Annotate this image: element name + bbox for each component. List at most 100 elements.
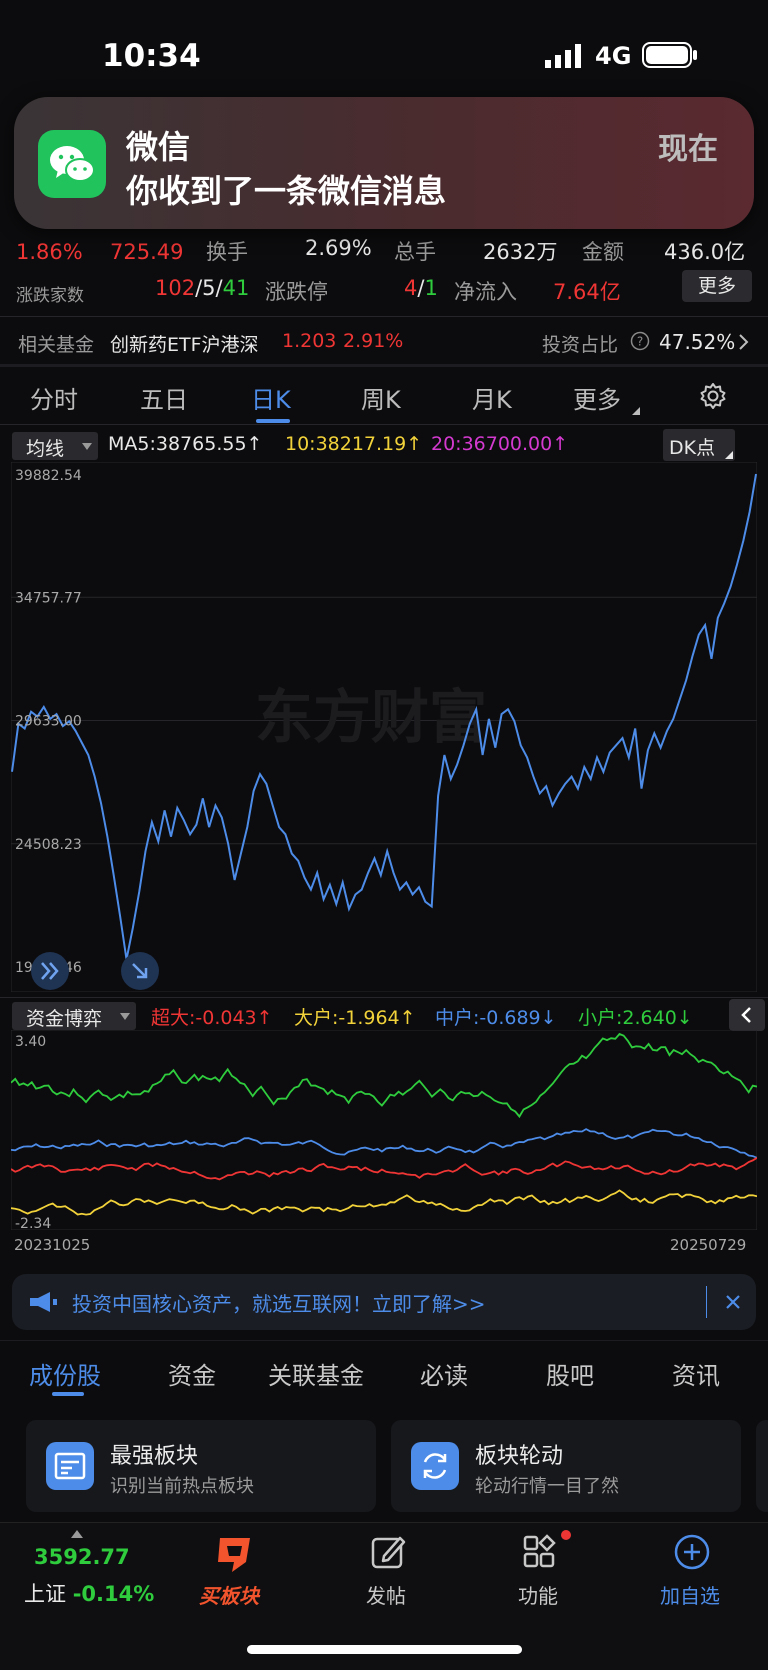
close-icon[interactable]: [724, 1293, 742, 1311]
card-title: 板块轮动: [475, 1444, 564, 1469]
turnover-label: 换手: [206, 240, 248, 264]
super-large-flow-line: [10, 1157, 758, 1181]
tab-function[interactable]: 功能: [518, 1584, 558, 1608]
tab-monthly-k[interactable]: 月K: [472, 386, 512, 414]
arrow-down-right-icon[interactable]: [121, 952, 159, 990]
tab-intraday[interactable]: 分时: [30, 386, 78, 414]
tab-five-day[interactable]: 五日: [140, 386, 188, 414]
strongest-sector-card[interactable]: 最强板块 识别当前热点板块: [26, 1420, 376, 1512]
fund-pct: 2.91%: [343, 330, 404, 352]
collapse-panel-button[interactable]: [729, 999, 765, 1031]
date-start: 20231025: [14, 1236, 91, 1254]
up-count: 102: [155, 276, 196, 300]
edit-post-icon[interactable]: [370, 1534, 406, 1574]
change-pct: 1.86%: [16, 240, 83, 264]
chevron-down-icon: [120, 1013, 130, 1020]
network-type: 4G: [595, 42, 632, 70]
small-flow: 小户:2.640↓: [578, 1007, 693, 1029]
tab-news[interactable]: 资讯: [672, 1362, 720, 1390]
dk-point-button[interactable]: DK点: [663, 429, 735, 461]
fund-label: 相关基金: [18, 334, 95, 356]
turnover-value: 2.69%: [305, 236, 372, 260]
svg-text:?: ?: [637, 335, 643, 349]
notification-dot: [561, 1530, 571, 1540]
super-large-flow: 超大:-0.043↑: [151, 1007, 273, 1029]
limit-values: 4/1: [404, 276, 438, 300]
home-indicator: [247, 1645, 522, 1654]
gear-icon[interactable]: [699, 382, 727, 414]
price-axis-label: 39882.54: [15, 468, 82, 484]
fund-flow-chart[interactable]: 3.40 -2.34: [10, 1029, 758, 1232]
fund-ymax: 3.40: [15, 1034, 47, 1050]
small-flow-line: [10, 1032, 758, 1119]
ma5-value: MA5:38765.55↑: [108, 433, 263, 455]
fund-ymin: -2.34: [15, 1216, 52, 1232]
fund-flow-selector[interactable]: 资金博弈: [12, 1002, 136, 1030]
chevron-down-icon: [82, 443, 92, 450]
help-icon[interactable]: ?: [630, 331, 650, 355]
down-count: 41: [222, 276, 250, 300]
buy-sector-icon[interactable]: [212, 1532, 258, 1580]
chevron-right-icon[interactable]: [738, 333, 750, 355]
price-axis-label: 34757.77: [15, 590, 82, 606]
card-subtitle: 轮动行情一目了然: [475, 1476, 619, 1497]
flat-count: 5: [202, 276, 216, 300]
fund-flow-selector-label: 资金博弈: [26, 1008, 103, 1030]
notification-app-name: 微信: [126, 128, 191, 166]
status-time: 10:34: [102, 38, 201, 74]
watermark: 东方财富: [255, 683, 487, 751]
amount-label: 金额: [582, 240, 624, 264]
dk-label: DK点: [669, 437, 716, 459]
signal-icon: [545, 44, 585, 72]
ma-selector[interactable]: 均线: [12, 432, 98, 460]
wechat-notification[interactable]: [14, 97, 754, 229]
fund-name[interactable]: 创新药ETF沪港深: [110, 334, 259, 356]
limit-label: 涨跌停: [265, 280, 328, 304]
limit-down-count: 1: [424, 276, 438, 300]
ad-banner[interactable]: 投资中国核心资产，就选互联网！立即了解>>: [12, 1274, 756, 1330]
sector-rotation-card[interactable]: 板块轮动 轮动行情一目了然: [391, 1420, 741, 1512]
netflow-value: 7.64亿: [553, 280, 621, 304]
tab-post[interactable]: 发帖: [366, 1584, 406, 1608]
card-subtitle: 识别当前热点板块: [110, 1476, 254, 1497]
tab-forum[interactable]: 股吧: [546, 1362, 594, 1390]
notification-time: 现在: [658, 132, 718, 167]
notification-message: 你收到了一条微信消息: [126, 172, 447, 210]
dropdown-triangle-icon: [632, 400, 640, 419]
invest-ratio-label: 投资占比: [542, 334, 619, 356]
change-value: 725.49: [110, 240, 184, 264]
tab-buy-sector[interactable]: 买板块: [199, 1584, 259, 1608]
large-flow: 大户:-1.964↑: [294, 1007, 416, 1029]
price-axis-label: 24508.23: [15, 837, 82, 853]
next-card-peek[interactable]: [756, 1420, 768, 1512]
tab-must-read[interactable]: 必读: [420, 1362, 468, 1390]
battery-icon: [642, 42, 698, 72]
grid-apps-icon[interactable]: [522, 1534, 562, 1574]
netflow-label: 净流入: [454, 280, 517, 304]
sector-chart-icon: [46, 1442, 94, 1490]
limit-up-count: 4: [404, 276, 418, 300]
tab-funds[interactable]: 资金: [168, 1362, 216, 1390]
tab-related-funds[interactable]: 关联基金: [268, 1362, 364, 1390]
triangle-up-icon: [71, 1530, 83, 1538]
megaphone-icon: [30, 1292, 57, 1312]
tab-constituents[interactable]: 成份股: [29, 1362, 101, 1390]
expand-left-button[interactable]: [31, 952, 69, 990]
tab-more[interactable]: 更多: [573, 386, 621, 414]
index-value[interactable]: 3592.77: [34, 1545, 130, 1569]
date-end: 20250729: [670, 1236, 747, 1254]
large-flow-line: [10, 1189, 758, 1216]
medium-flow: 中户:-0.689↓: [435, 1007, 557, 1029]
tab-weekly-k[interactable]: 周K: [361, 386, 401, 414]
more-button[interactable]: 更多: [682, 270, 752, 302]
invest-ratio-value: 47.52%: [659, 330, 736, 354]
price-chart[interactable]: 东方财富 39882.5434757.7729633.0024508.23193…: [11, 462, 757, 992]
index-quote[interactable]: 上证 -0.14%: [24, 1578, 154, 1608]
rotation-icon: [411, 1442, 459, 1490]
wechat-icon: [38, 130, 106, 198]
ma20-value: 20:36700.00↑: [431, 433, 569, 455]
tab-add-watchlist[interactable]: 加自选: [660, 1584, 720, 1608]
add-circle-icon[interactable]: [673, 1533, 711, 1575]
tab-daily-k[interactable]: 日K: [251, 386, 291, 414]
card-title: 最强板块: [110, 1444, 199, 1469]
